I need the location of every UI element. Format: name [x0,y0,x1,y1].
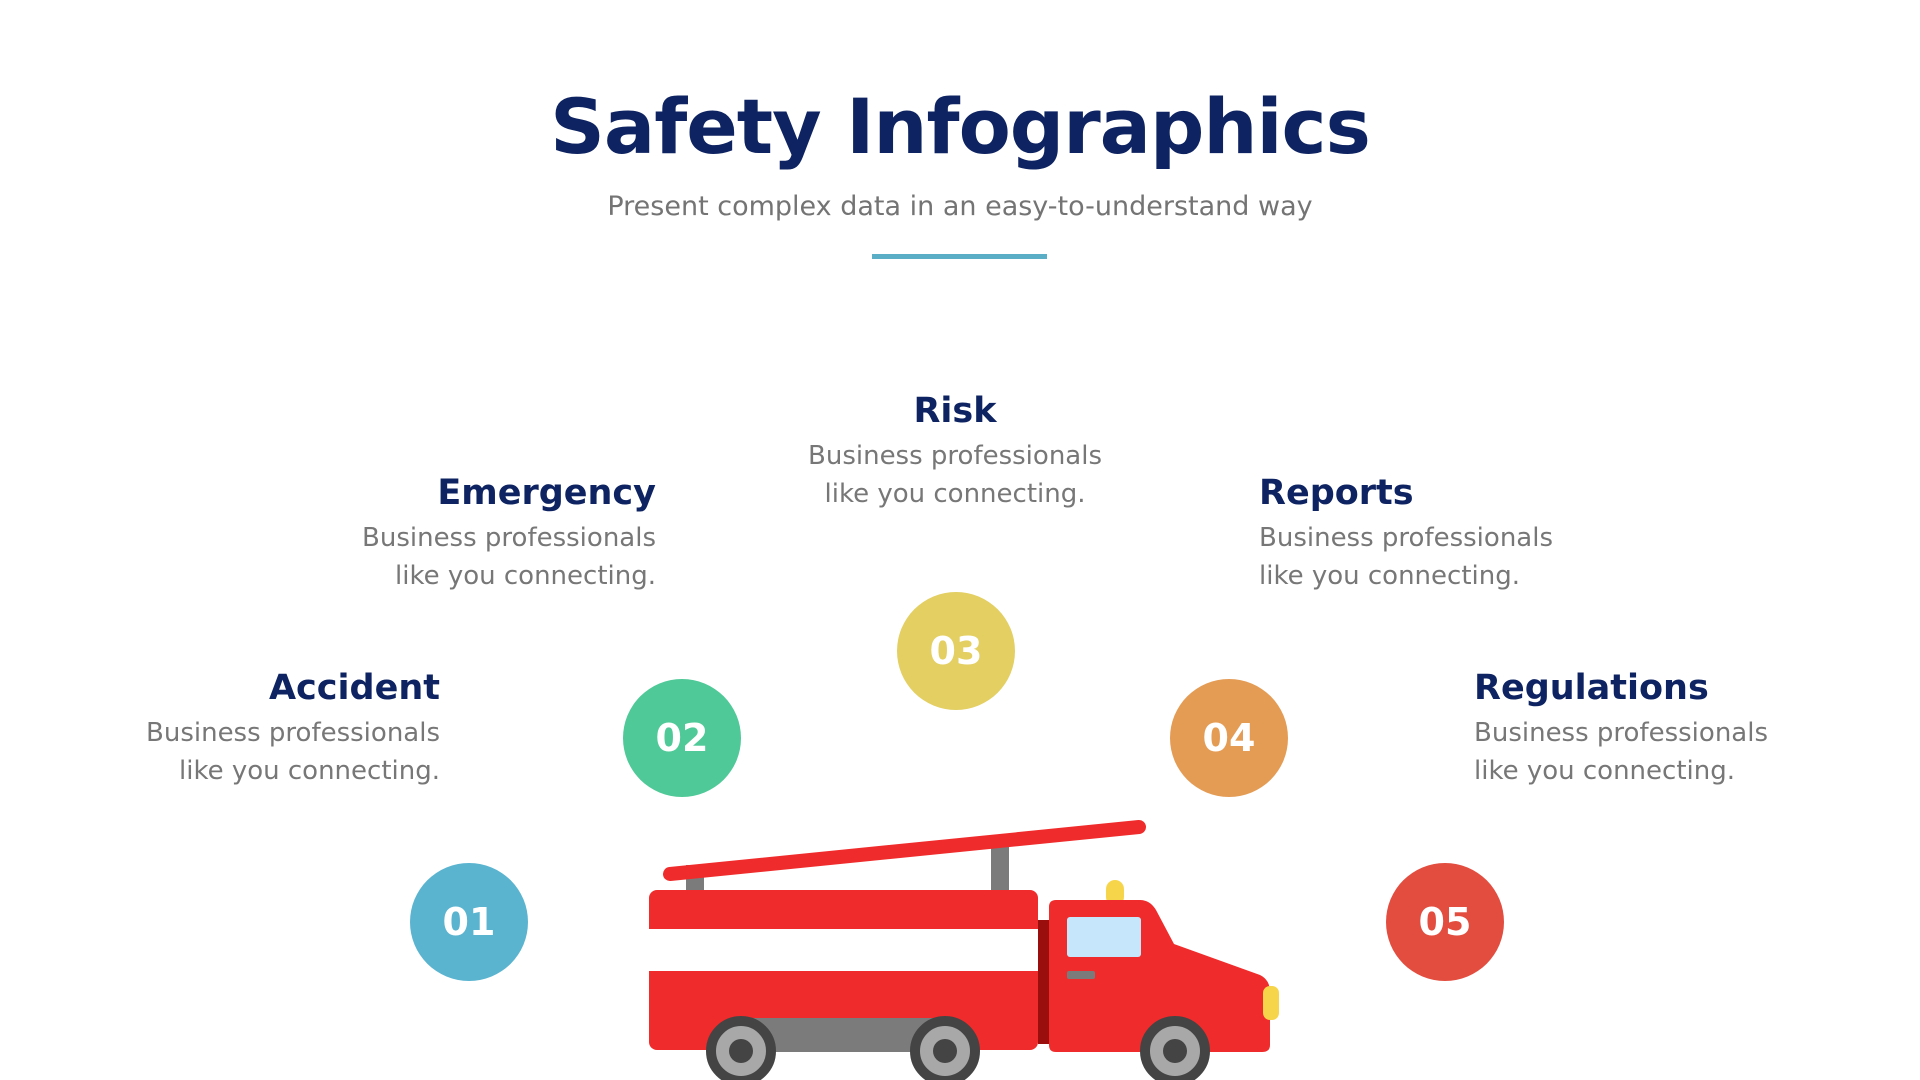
title-underline [872,254,1047,259]
item-title: Reports [1259,473,1414,513]
item-title: Emergency [437,473,656,513]
item-description: Business professionals like you connectin… [146,718,440,786]
item-reports: Reports Business professionals like you c… [1259,471,1679,595]
item-risk: Risk Business professionals like you conn… [745,389,1165,513]
number-badge-05: 05 [1386,863,1504,981]
item-regulations: Regulations Business professionals like y… [1474,666,1894,790]
number-badge-04: 04 [1170,679,1288,797]
item-title: Accident [268,668,440,708]
item-description: Business professionals like you connectin… [1474,718,1768,786]
item-title: Risk [913,391,997,431]
page-title: Safety Infographics [550,82,1371,171]
item-emergency: Emergency Business professionals like you… [236,471,656,595]
number-badge-03: 03 [897,592,1015,710]
number-badge-02: 02 [623,679,741,797]
item-description: Business professionals like you connectin… [808,441,1102,509]
item-description: Business professionals like you connectin… [1259,523,1553,591]
item-title: Regulations [1474,668,1709,708]
page-subtitle: Present complex data in an easy-to-under… [607,191,1313,222]
number-badge-01: 01 [410,863,528,981]
item-description: Business professionals like you connectin… [362,523,656,591]
item-accident: Accident Business professionals like you … [20,666,440,790]
